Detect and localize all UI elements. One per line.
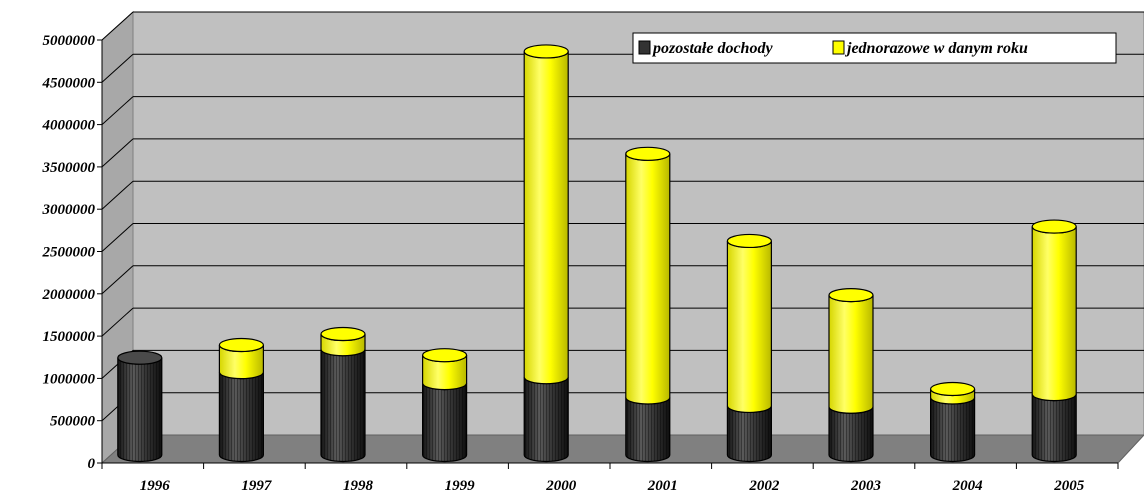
bar-pozostale-2002 bbox=[726, 405, 772, 463]
x-tick-label: 2000 bbox=[545, 478, 577, 494]
bar-pozostale-1998 bbox=[320, 349, 366, 463]
y-tick-label: 0 bbox=[88, 456, 96, 472]
y-tick-label: 1500000 bbox=[43, 329, 96, 345]
legend-swatch-jednorazowe bbox=[832, 40, 845, 55]
y-tick-label: 2000000 bbox=[42, 287, 96, 303]
gridline-side bbox=[101, 53, 134, 83]
x-tick-label: 2004 bbox=[952, 478, 984, 494]
x-tick-label: 1998 bbox=[343, 478, 374, 494]
bar-pozostale-1999 bbox=[422, 382, 468, 463]
y-tick-label: 500000 bbox=[50, 414, 96, 430]
gridline-side bbox=[101, 11, 134, 41]
x-tick-label: 2001 bbox=[647, 478, 678, 494]
y-tick-label: 2500000 bbox=[42, 245, 96, 261]
bar-jednorazowe-2001 bbox=[625, 146, 671, 405]
x-tick-label: 2005 bbox=[1053, 478, 1085, 494]
y-tick-label: 4000000 bbox=[42, 118, 96, 134]
y-tick-label: 4500000 bbox=[42, 75, 96, 91]
y-tick-label: 3000000 bbox=[42, 202, 96, 218]
gridline-side bbox=[101, 138, 134, 168]
bar-pozostale-1997 bbox=[218, 371, 264, 463]
bar-jednorazowe-2003 bbox=[828, 288, 874, 414]
legend: pozostałe dochody jednorazowe w danym ro… bbox=[632, 32, 1117, 64]
legend-label-jednorazowe: jednorazowe w danym roku bbox=[844, 40, 1028, 57]
bar-jednorazowe-2002 bbox=[726, 233, 773, 414]
y-tick-label: 5000000 bbox=[43, 33, 96, 49]
x-tick-label: 1996 bbox=[140, 478, 171, 494]
y-tick-label: 3500000 bbox=[42, 160, 96, 176]
bar-pozostale-2003 bbox=[828, 406, 874, 463]
x-axis-ticks: 1996 1997 1998 1999 2000 2001 2002 2003 2004 2005 bbox=[101, 462, 1119, 494]
y-axis-ticks: 0 500000 1000000 1500000 2000000 2500000 30000… bbox=[42, 33, 103, 472]
bar-jednorazowe-1998 bbox=[320, 326, 366, 357]
bar-jednorazowe-2000 bbox=[523, 44, 569, 385]
gridline-side bbox=[101, 96, 134, 125]
bar-pozostale-2001 bbox=[625, 397, 671, 463]
y-tick-label: 1000000 bbox=[43, 371, 96, 387]
x-tick-label: 1999 bbox=[445, 478, 476, 494]
bar-pozostale-2000 bbox=[523, 377, 569, 463]
bar-jednorazowe-1997 bbox=[218, 337, 264, 380]
bars bbox=[117, 44, 1077, 463]
gridline-side bbox=[101, 223, 134, 252]
bar-pozostale-2004 bbox=[930, 397, 976, 463]
bar-jednorazowe-1999 bbox=[422, 348, 468, 391]
bar-pozostale-2005 bbox=[1031, 393, 1077, 463]
x-tick-label: 1997 bbox=[241, 478, 272, 494]
x-tick-label: 2002 bbox=[748, 478, 780, 494]
bar-jednorazowe-2004 bbox=[929, 381, 976, 405]
bar-pozostale-1996 bbox=[117, 350, 163, 463]
gridline-side bbox=[101, 180, 134, 210]
legend-swatch-pozostale bbox=[638, 40, 651, 55]
legend-label-pozostale: pozostałe dochody bbox=[651, 40, 773, 57]
gridline-side bbox=[101, 307, 134, 337]
bar-jednorazowe-2005 bbox=[1031, 219, 1077, 402]
x-tick-label: 2003 bbox=[850, 478, 882, 494]
gridline-side bbox=[101, 265, 134, 295]
legend-box bbox=[632, 32, 1117, 64]
